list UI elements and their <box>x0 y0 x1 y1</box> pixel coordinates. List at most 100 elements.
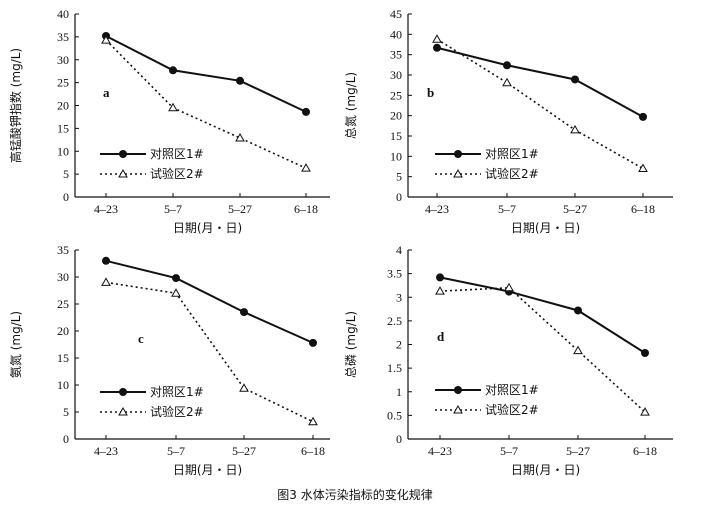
y-tick-label: 2 <box>396 338 402 352</box>
x-axis-title: 日期(月・日) <box>173 463 242 477</box>
x-tick-label: 5–27 <box>563 202 587 216</box>
data-point-control <box>571 75 579 84</box>
y-tick-label: 0 <box>63 190 69 204</box>
data-point-control <box>574 306 582 315</box>
y-tick-label: 1 <box>396 385 402 399</box>
data-point-test <box>101 277 111 286</box>
y-tick-label: 15 <box>57 351 69 365</box>
data-point-control <box>641 349 649 358</box>
y-tick-label: 5 <box>63 167 69 181</box>
data-point-control <box>302 107 310 116</box>
x-tick-label: 6–18 <box>631 202 655 216</box>
data-point-test <box>638 163 648 173</box>
data-point-control <box>102 256 110 265</box>
y-tick-label: 10 <box>57 378 69 392</box>
chart-panel-c: 0 5 10 15 20 25 30 35 4–23 5–7 5–27 6–18 日期(月・日) 氨氮 (… <box>8 243 330 477</box>
data-point-test <box>235 132 245 142</box>
x-tick-label: 5–7 <box>498 202 516 216</box>
series-line-2 <box>105 281 314 423</box>
data-point-test <box>640 407 650 416</box>
series-line-1 <box>439 276 646 354</box>
y-tick-label: 35 <box>57 243 69 257</box>
legend-label: 对照区1# <box>150 147 204 161</box>
chart-panel-b: 0 5 10 15 20 25 30 35 40 45 4–23 5–7 5–27 6–18 日期(月・日)… <box>343 7 673 235</box>
x-tick-label: 6–18 <box>633 444 657 458</box>
y-tick-label: 0 <box>63 432 69 446</box>
chart-panel-d: 0 0.5 1 1.5 2 2.5 3 3.5 4 4–23 5–7 5–27 6–18 日期(月・日) 总… <box>343 243 673 477</box>
legend-marker <box>119 388 127 396</box>
y-tick-label: 5 <box>396 170 402 184</box>
x-tick-label: 4–23 <box>94 202 118 216</box>
data-point-test <box>171 288 181 297</box>
data-point-control <box>172 274 180 283</box>
panel-letter: b <box>427 85 434 100</box>
x-axis-title: 日期(月・日) <box>511 463 580 477</box>
y-tick-label: 30 <box>57 53 69 67</box>
panel-letter: c <box>138 331 144 346</box>
data-point-control <box>169 66 177 75</box>
legend-label: 试验区2# <box>150 166 204 181</box>
x-tick-label: 5–27 <box>232 444 256 458</box>
y-tick-label: 2.5 <box>387 314 402 328</box>
data-point-control <box>639 112 647 121</box>
data-point-test <box>573 345 583 355</box>
data-point-test <box>308 416 318 426</box>
chart-panel-a: 0 5 10 15 20 25 30 35 40 4–23 5–7 5–27 6–18 日期(月・日) 高锰… <box>8 7 330 235</box>
y-tick-label: 0 <box>396 190 402 204</box>
y-tick-label: 3 <box>396 290 402 304</box>
y-tick-label: 25 <box>390 88 402 102</box>
y-axis-title: 总氮 (mg/L) <box>343 72 358 139</box>
data-point-test <box>168 102 178 112</box>
data-point-test <box>239 383 249 392</box>
x-axis-title: 日期(月・日) <box>511 221 580 235</box>
data-point-test <box>504 282 514 292</box>
data-point-test <box>502 77 512 87</box>
series-line-2 <box>436 38 644 170</box>
x-tick-label: 5–7 <box>164 202 182 216</box>
y-tick-label: 30 <box>57 270 69 284</box>
panel-letter: a <box>103 85 110 100</box>
data-point-control <box>503 61 511 70</box>
legend-label: 对照区1# <box>150 385 204 399</box>
x-axis-title: 日期(月・日) <box>173 221 242 235</box>
y-axis-title: 总磷 (mg/L) <box>343 311 358 378</box>
y-tick-label: 15 <box>390 129 402 143</box>
y-tick-label: 0.5 <box>387 408 402 422</box>
y-tick-label: 30 <box>390 68 402 82</box>
series-line-1 <box>105 35 307 113</box>
legend-label: 对照区1# <box>485 383 539 397</box>
y-tick-label: 1.5 <box>387 361 402 375</box>
data-point-test <box>301 163 311 172</box>
x-tick-label: 5–27 <box>566 444 590 458</box>
data-point-control <box>433 43 441 52</box>
data-point-test <box>435 286 445 295</box>
data-point-test <box>570 124 580 134</box>
x-tick-label: 5–7 <box>167 444 185 458</box>
legend-marker <box>453 404 463 414</box>
y-tick-label: 25 <box>57 76 69 90</box>
legend-label: 对照区1# <box>485 147 539 161</box>
x-tick-label: 4–23 <box>425 202 449 216</box>
legend-label: 试验区2# <box>485 402 539 417</box>
data-point-control <box>240 308 248 317</box>
y-axis-title: 氨氮 (mg/L) <box>8 311 23 378</box>
series-line-2 <box>439 286 646 413</box>
legend-marker <box>454 150 462 158</box>
legend-label: 试验区2# <box>150 404 204 419</box>
series-line-2 <box>105 39 307 169</box>
y-tick-label: 10 <box>57 144 69 158</box>
x-tick-label: 6–18 <box>294 202 318 216</box>
y-tick-label: 35 <box>57 30 69 44</box>
legend-marker <box>119 150 127 158</box>
y-tick-label: 4 <box>396 243 402 257</box>
y-tick-label: 3.5 <box>387 267 402 281</box>
data-point-control <box>236 76 244 85</box>
data-point-test <box>432 34 442 43</box>
x-tick-label: 5–7 <box>500 444 518 458</box>
legend-marker <box>454 386 462 394</box>
x-tick-label: 5–27 <box>228 202 252 216</box>
y-tick-label: 0 <box>396 432 402 446</box>
series-line-1 <box>436 46 644 118</box>
data-point-test <box>101 35 111 44</box>
